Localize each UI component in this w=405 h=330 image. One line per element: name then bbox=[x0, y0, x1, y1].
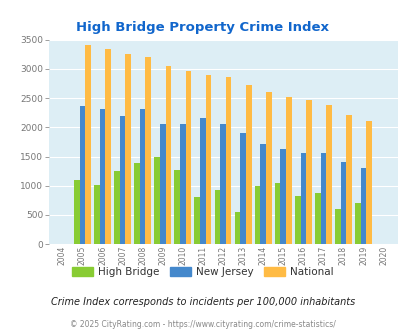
Bar bbox=[334, 209, 340, 244]
Bar bbox=[345, 115, 351, 244]
Bar bbox=[286, 97, 291, 244]
Bar bbox=[245, 84, 251, 244]
Bar bbox=[294, 196, 300, 244]
Bar bbox=[114, 171, 119, 244]
Bar bbox=[134, 163, 140, 244]
Text: Crime Index corresponds to incidents per 100,000 inhabitants: Crime Index corresponds to incidents per… bbox=[51, 297, 354, 307]
Bar bbox=[234, 212, 240, 244]
Bar bbox=[100, 109, 105, 244]
Bar bbox=[200, 118, 205, 244]
Bar bbox=[194, 197, 200, 244]
Bar bbox=[265, 92, 271, 244]
Bar bbox=[214, 190, 220, 244]
Bar bbox=[325, 105, 331, 244]
Bar bbox=[225, 77, 231, 244]
Legend: High Bridge, New Jersey, National: High Bridge, New Jersey, National bbox=[68, 263, 337, 281]
Bar bbox=[79, 106, 85, 244]
Bar bbox=[74, 180, 79, 244]
Bar bbox=[240, 133, 245, 244]
Bar bbox=[274, 183, 280, 244]
Bar bbox=[320, 153, 325, 244]
Bar bbox=[354, 203, 360, 244]
Bar bbox=[365, 121, 371, 244]
Bar bbox=[260, 144, 265, 244]
Bar bbox=[154, 156, 160, 244]
Bar bbox=[140, 109, 145, 244]
Bar bbox=[94, 184, 100, 244]
Bar bbox=[314, 193, 320, 244]
Bar bbox=[174, 170, 179, 244]
Bar bbox=[105, 49, 111, 244]
Bar bbox=[220, 124, 225, 244]
Bar bbox=[125, 54, 131, 244]
Bar bbox=[160, 124, 165, 244]
Bar bbox=[300, 153, 305, 244]
Bar bbox=[179, 124, 185, 244]
Bar bbox=[305, 100, 311, 244]
Bar bbox=[280, 149, 286, 244]
Bar bbox=[145, 57, 151, 244]
Bar bbox=[185, 71, 191, 244]
Bar bbox=[205, 75, 211, 244]
Bar bbox=[254, 186, 260, 244]
Text: High Bridge Property Crime Index: High Bridge Property Crime Index bbox=[76, 21, 329, 34]
Bar bbox=[119, 115, 125, 244]
Bar bbox=[165, 66, 171, 244]
Bar bbox=[360, 168, 365, 244]
Bar bbox=[85, 45, 91, 244]
Text: © 2025 CityRating.com - https://www.cityrating.com/crime-statistics/: © 2025 CityRating.com - https://www.city… bbox=[70, 319, 335, 329]
Bar bbox=[340, 162, 345, 244]
